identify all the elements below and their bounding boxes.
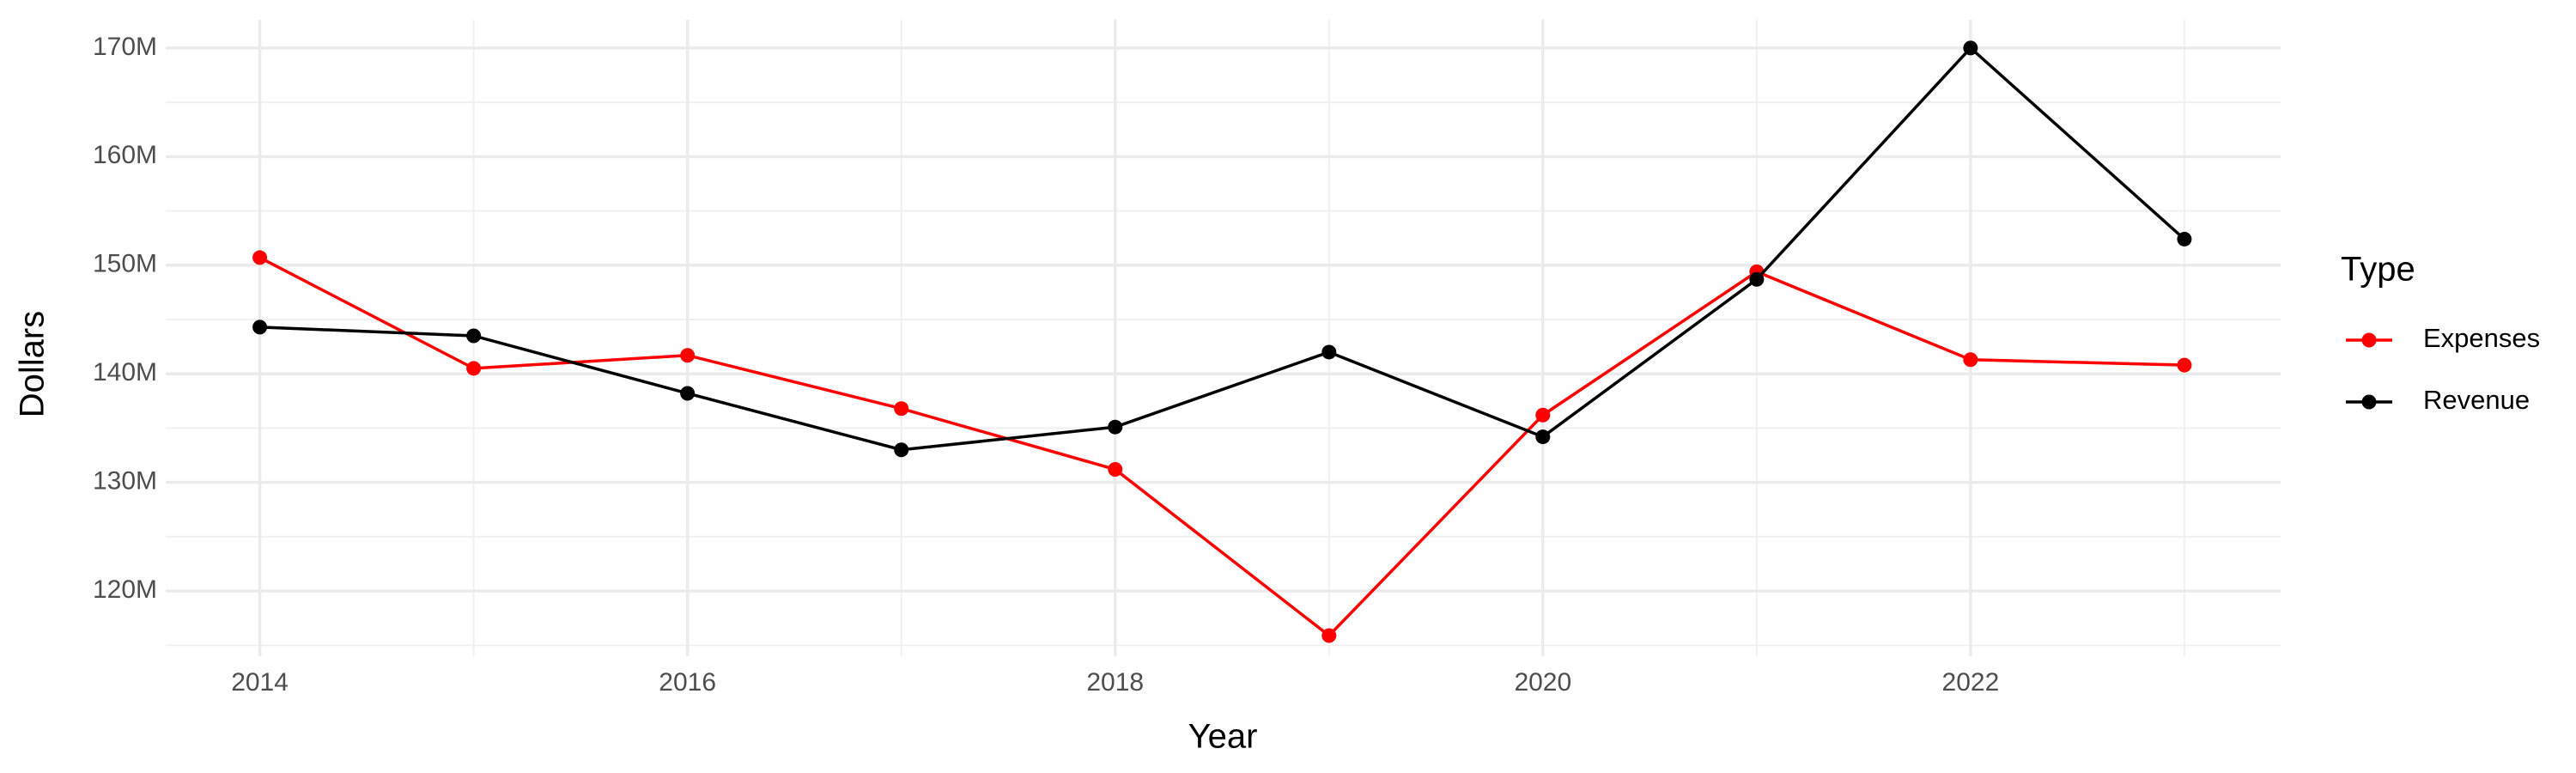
point xyxy=(894,401,909,417)
point xyxy=(1963,352,1978,368)
series xyxy=(252,250,2192,643)
x-tick-label: 2022 xyxy=(1942,668,2000,697)
y-tick-label: 170M xyxy=(93,33,157,61)
x-tick-label: 2020 xyxy=(1514,668,1571,697)
point xyxy=(252,320,268,335)
point xyxy=(1535,429,1551,445)
line xyxy=(259,46,2186,452)
point xyxy=(1321,344,1337,360)
legend-key-point xyxy=(2361,332,2377,348)
grid xyxy=(166,20,2281,656)
point xyxy=(680,386,696,401)
legend-key-point xyxy=(2361,394,2377,410)
point xyxy=(1749,271,1765,287)
point xyxy=(894,442,909,458)
y-tick-label: 150M xyxy=(93,250,157,278)
point xyxy=(466,328,482,344)
point xyxy=(2177,231,2192,247)
point xyxy=(2177,357,2192,373)
legend-label: Revenue xyxy=(2423,385,2530,415)
x-axis-title: Year xyxy=(1188,718,1258,756)
series xyxy=(252,40,2192,458)
point xyxy=(252,250,268,265)
point xyxy=(1108,419,1123,435)
y-tick-label: 140M xyxy=(93,358,157,386)
point xyxy=(1321,628,1337,643)
x-tick-label: 2014 xyxy=(231,668,289,697)
x-tick-label: 2018 xyxy=(1086,668,1144,697)
y-axis-title: Dollars xyxy=(14,311,52,417)
point xyxy=(1535,407,1551,423)
y-tick-label: 160M xyxy=(93,141,157,169)
point xyxy=(680,348,696,363)
legend-label: Expenses xyxy=(2423,323,2540,353)
y-tick-label: 120M xyxy=(93,575,157,604)
point xyxy=(466,361,482,376)
legend-title: Type xyxy=(2341,251,2415,289)
point xyxy=(1963,40,1978,56)
y-tick-label: 130M xyxy=(93,467,157,496)
line xyxy=(258,256,2184,638)
point xyxy=(1108,462,1123,478)
x-tick-label: 2016 xyxy=(659,668,716,697)
